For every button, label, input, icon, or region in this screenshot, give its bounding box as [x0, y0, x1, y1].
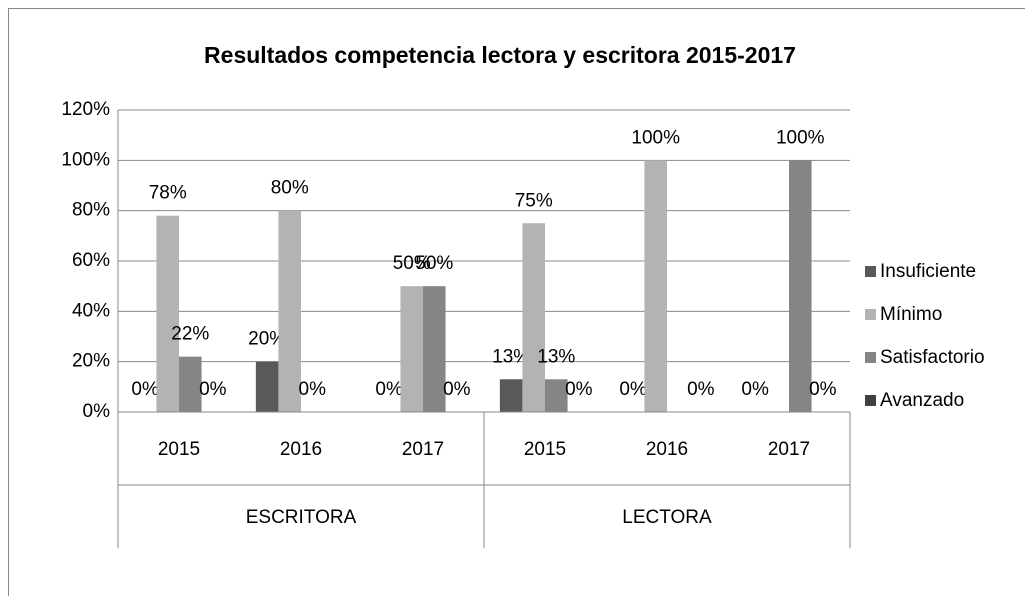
bar — [423, 286, 446, 412]
bar — [156, 215, 179, 412]
y-tick-label: 20% — [72, 351, 110, 372]
data-label: 0% — [131, 379, 159, 400]
data-label: 0% — [741, 379, 769, 400]
bar — [400, 286, 423, 412]
chart-title: Resultados competencia lectora y escrito… — [204, 42, 796, 68]
legend-label: Mínimo — [880, 304, 942, 325]
legend-swatch — [865, 309, 876, 320]
data-label: 0% — [687, 379, 715, 400]
data-label: 0% — [809, 379, 837, 400]
chart-frame — [8, 8, 1025, 596]
data-label: 13% — [537, 346, 575, 367]
bar — [179, 356, 202, 412]
y-tick-label: 60% — [72, 250, 110, 271]
data-label: 13% — [492, 346, 530, 367]
data-label: 20% — [248, 329, 286, 350]
data-label: 75% — [515, 190, 553, 211]
bar — [499, 379, 523, 412]
group-label: LECTORA — [622, 507, 712, 528]
data-label: 78% — [149, 183, 187, 204]
data-label: 0% — [565, 379, 593, 400]
legend-swatch — [865, 395, 876, 406]
data-label: 0% — [619, 379, 647, 400]
bar — [789, 160, 812, 412]
legend-label: Insuficiente — [880, 261, 976, 282]
group-label: ESCRITORA — [246, 507, 357, 528]
bar — [255, 361, 279, 412]
bar — [545, 379, 568, 412]
data-label: 0% — [299, 379, 327, 400]
data-label: 0% — [375, 379, 403, 400]
x-tick-label: 2016 — [280, 439, 322, 460]
bar — [522, 223, 545, 412]
bar — [278, 210, 301, 412]
x-tick-label: 2015 — [158, 439, 200, 460]
y-tick-label: 0% — [83, 401, 111, 422]
data-label: 80% — [271, 178, 309, 199]
y-tick-label: 80% — [72, 200, 110, 221]
data-label: 100% — [776, 127, 825, 148]
bar — [644, 160, 667, 412]
data-label: 50% — [393, 253, 431, 274]
y-tick-label: 120% — [61, 99, 110, 120]
y-tick-label: 40% — [72, 300, 110, 321]
data-label: 0% — [199, 379, 227, 400]
y-tick-label: 100% — [61, 149, 110, 170]
legend-swatch — [865, 352, 876, 363]
data-label: 22% — [171, 324, 209, 345]
data-label: 50% — [415, 253, 453, 274]
legend-label: Satisfactorio — [880, 347, 985, 368]
legend-swatch — [865, 266, 876, 277]
x-tick-label: 2015 — [524, 439, 566, 460]
x-tick-label: 2017 — [402, 439, 444, 460]
data-label: 0% — [443, 379, 471, 400]
legend-label: Avanzado — [880, 390, 964, 411]
x-tick-label: 2016 — [646, 439, 688, 460]
data-label: 100% — [631, 127, 680, 148]
x-tick-label: 2017 — [768, 439, 810, 460]
